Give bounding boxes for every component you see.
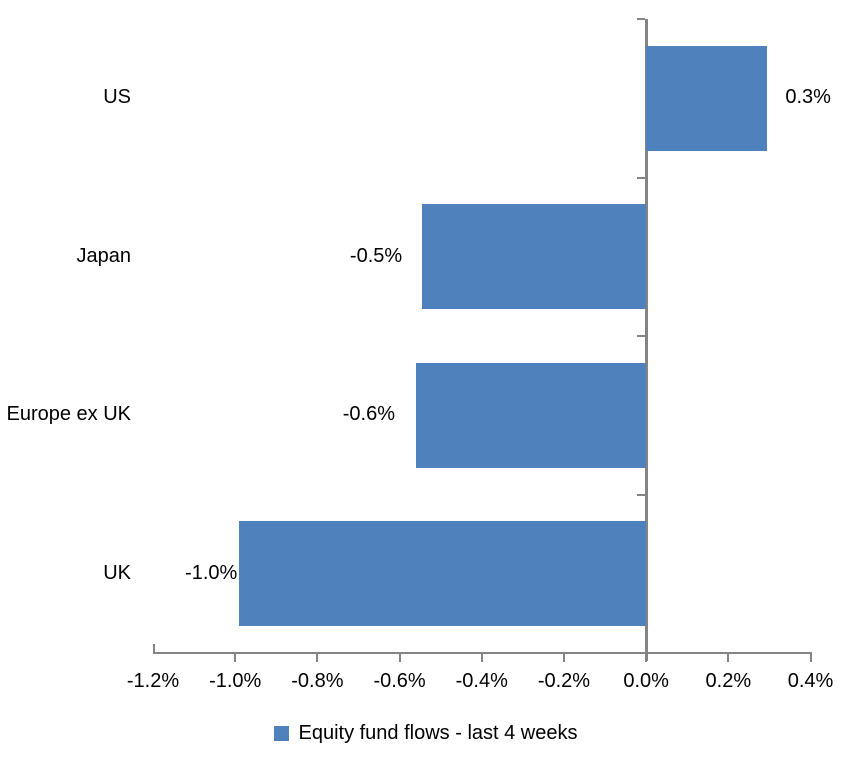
x-axis-tick-label: -0.8% bbox=[291, 670, 344, 692]
y-axis-tick bbox=[637, 493, 646, 496]
data-label: -1.0% bbox=[185, 561, 238, 584]
x-axis-tick-label: -0.2% bbox=[537, 670, 591, 692]
bar-uk bbox=[239, 521, 647, 627]
data-label: 0.3% bbox=[785, 86, 831, 109]
x-axis-tick bbox=[809, 654, 812, 662]
category-label: Japan bbox=[76, 244, 132, 267]
x-axis-tick-label: -0.6% bbox=[373, 670, 426, 692]
x-axis-tick bbox=[727, 654, 730, 662]
data-label: -0.6% bbox=[342, 403, 395, 426]
bar-us bbox=[646, 45, 768, 151]
legend-label: Equity fund flows - last 4 weeks bbox=[298, 721, 578, 744]
x-axis-tick-label: 0.0% bbox=[623, 670, 669, 692]
y-axis-tick bbox=[637, 176, 646, 179]
x-axis-tick bbox=[234, 654, 237, 662]
x-axis-tick-label: 0.2% bbox=[705, 670, 752, 692]
category-label: UK bbox=[103, 561, 131, 584]
x-axis-tick bbox=[562, 654, 565, 662]
x-axis-tick-label: -1.0% bbox=[209, 670, 262, 692]
x-axis-tick-label: 0.4% bbox=[787, 670, 834, 692]
bar-europe-ex-uk bbox=[416, 362, 647, 468]
y-axis-tick bbox=[637, 335, 646, 337]
x-axis-line bbox=[153, 652, 812, 654]
x-axis-tick-label: -0.4% bbox=[455, 670, 508, 692]
category-label: Europe ex UK bbox=[6, 403, 131, 426]
legend-color-swatch-icon bbox=[274, 725, 290, 741]
x-axis-tick-label: -1.2% bbox=[126, 670, 180, 692]
x-axis-tick bbox=[480, 654, 483, 662]
y-axis-tick bbox=[637, 18, 646, 20]
bar-japan bbox=[422, 204, 647, 310]
x-axis-end-tick bbox=[153, 644, 155, 652]
data-label: -0.5% bbox=[349, 244, 403, 267]
x-axis-tick bbox=[316, 654, 319, 662]
x-axis-tick bbox=[398, 654, 401, 662]
legend: Equity fund flows - last 4 weeks bbox=[0, 722, 852, 744]
y-axis-line bbox=[644, 19, 648, 661]
y-axis-tick bbox=[637, 652, 646, 654]
category-label: US bbox=[103, 86, 131, 109]
